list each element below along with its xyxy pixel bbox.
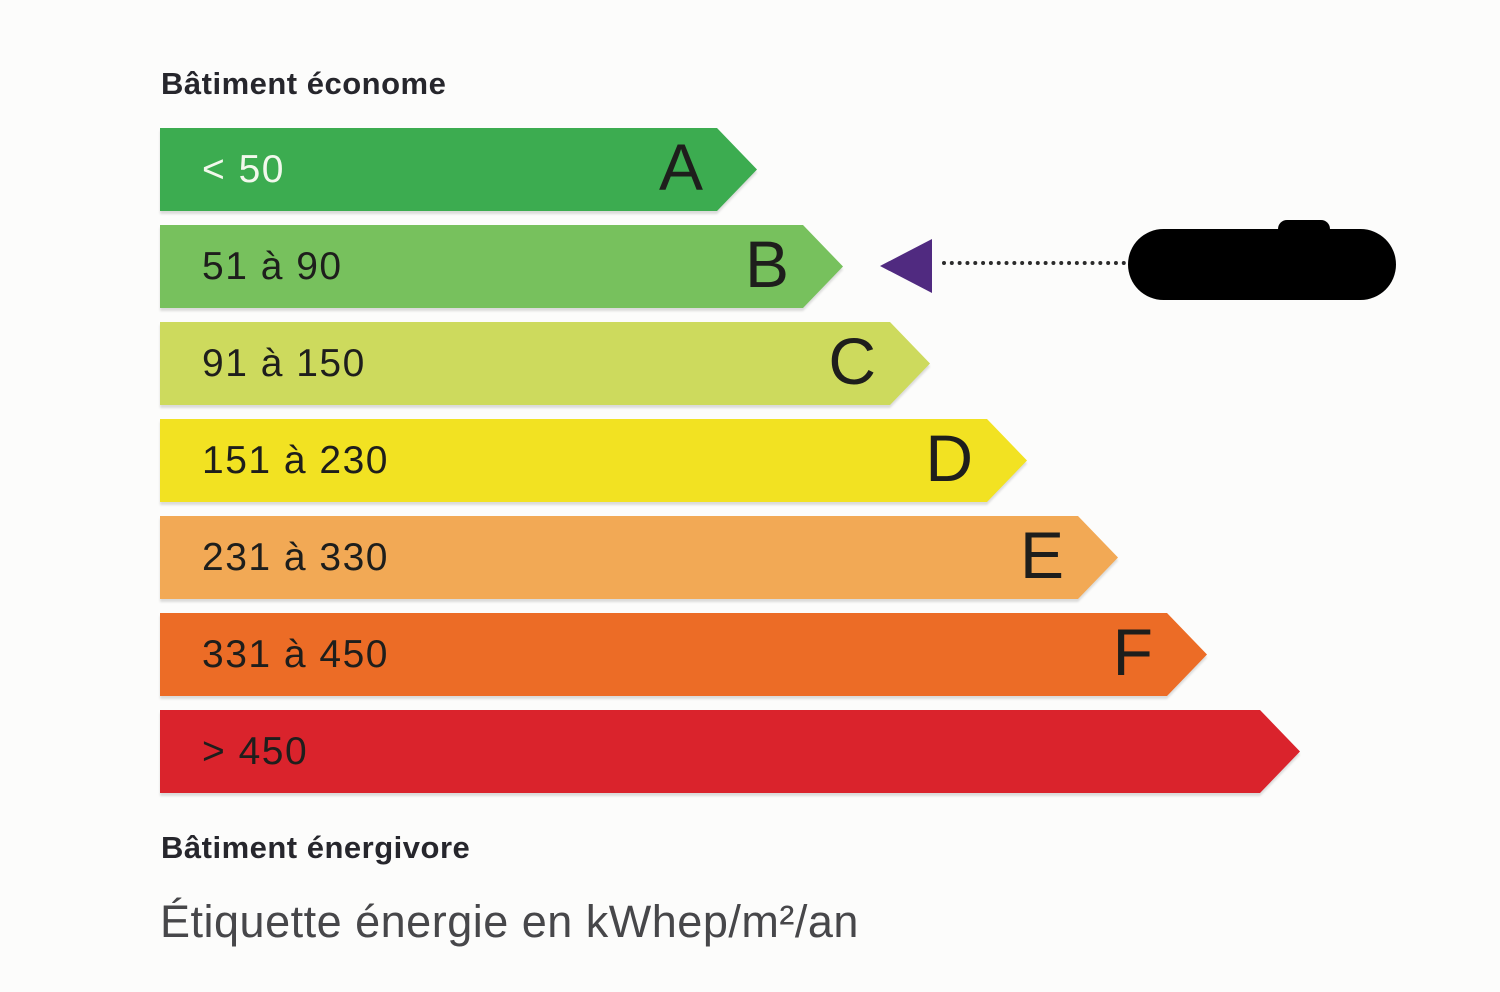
range-label: > 450: [202, 729, 309, 773]
energy-bar-shape: 51 à 90 B: [160, 225, 843, 308]
range-label: 91 à 150: [202, 341, 366, 385]
energy-bar-shape: 91 à 150 C: [160, 322, 930, 405]
energy-bar-shape: > 450: [160, 710, 1300, 793]
energy-bar-d: 151 à 230 D: [160, 419, 1300, 502]
energy-bar-shape: < 50 A: [160, 128, 757, 211]
energy-bar-shape: 331 à 450 F: [160, 613, 1207, 696]
range-label: 231 à 330: [202, 535, 390, 579]
economical-building-label: Bâtiment économe: [161, 66, 447, 101]
energy-label-caption: Étiquette énergie en kWhep/m²/an: [160, 896, 859, 947]
energy-bar-g: > 450: [160, 710, 1300, 793]
energy-bar-a: < 50 A: [160, 128, 1300, 211]
class-letter: A: [658, 129, 703, 204]
redacted-value-blob: [1128, 220, 1396, 300]
energy-bar-e: 231 à 330 E: [160, 516, 1300, 599]
energy-bar-b: 51 à 90 B: [160, 225, 1300, 308]
class-letter: F: [1112, 614, 1153, 689]
energy-bar-c: 91 à 150 C: [160, 322, 1300, 405]
range-label: < 50: [202, 147, 285, 191]
range-label: 51 à 90: [202, 244, 343, 288]
class-letter: C: [828, 323, 876, 398]
energy-scale: < 50 A 51 à 90 B 91 à 150 C 151 à 230 D 231 à 33…: [160, 128, 1300, 807]
energy-bar-f: 331 à 450 F: [160, 613, 1300, 696]
rating-arrow-icon: [880, 239, 932, 293]
class-letter: E: [1019, 517, 1064, 592]
class-letter: [1246, 749, 1300, 755]
energy-bar-shape: 231 à 330 E: [160, 516, 1118, 599]
class-letter: B: [744, 226, 789, 301]
range-label: 151 à 230: [202, 438, 390, 482]
class-letter: D: [925, 420, 973, 495]
energy-bar-shape: 151 à 230 D: [160, 419, 1027, 502]
range-label: 331 à 450: [202, 632, 390, 676]
dotted-connector-line: [942, 261, 1126, 265]
energy-intensive-building-label: Bâtiment énergivore: [161, 830, 471, 865]
